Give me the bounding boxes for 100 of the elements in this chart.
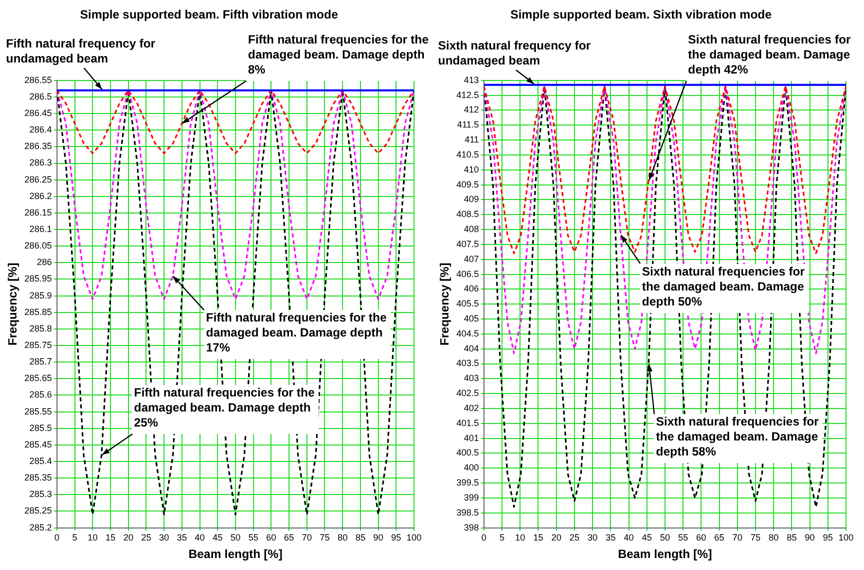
x-tick-label: 40 — [624, 532, 634, 543]
y-tick-label: 286 — [36, 257, 52, 268]
x-tick-label: 55 — [678, 532, 688, 543]
y-tick-label: 285.3 — [29, 489, 52, 500]
line-series — [56, 90, 414, 154]
y-tick-label: 409.5 — [456, 179, 479, 190]
y-tick-label: 409 — [464, 194, 479, 204]
x-tick-label: 5 — [500, 532, 505, 543]
y-axis-title: Frequency [%] — [438, 262, 452, 346]
y-tick-label: 398 — [464, 522, 479, 532]
y-tick-label: 285.9 — [29, 290, 52, 300]
x-axis-title: Beam length [%] — [188, 547, 282, 562]
annotation: Sixth natural frequencies for the damaged beam. Damage depth 58% — [656, 414, 820, 458]
x-tick-label: 85 — [355, 532, 366, 543]
annotation: Fifth natural frequencies for the damaged beam. Damage depth 17% — [206, 310, 388, 354]
y-tick-label: 399.5 — [456, 478, 479, 488]
x-tick-label: 80 — [768, 532, 779, 543]
y-tick-label: 286.05 — [24, 240, 52, 251]
x-tick-label: 90 — [373, 532, 384, 543]
y-tick-label: 408.5 — [456, 209, 479, 220]
y-tick-label: 286.35 — [24, 141, 52, 152]
x-tick-label: 25 — [569, 532, 580, 543]
y-tick-label: 403.5 — [456, 358, 479, 368]
x-tick-label: 60 — [696, 532, 706, 543]
y-tick-label: 404 — [464, 343, 479, 354]
y-tick-label: 410 — [464, 164, 479, 174]
x-tick-label: 45 — [212, 532, 223, 543]
x-tick-label: 95 — [391, 532, 402, 543]
x-tick-label: 50 — [660, 532, 670, 543]
y-tick-label: 411 — [464, 134, 479, 145]
y-tick-label: 285.2 — [29, 522, 52, 532]
annotation: Sixth natural frequencies for the damaged beam. Damage depth 50% — [642, 264, 806, 308]
line-series — [484, 86, 846, 254]
y-tick-label: 400 — [464, 462, 479, 473]
y-tick-label: 405.5 — [456, 298, 479, 309]
chart-title: Simple supported beam. Fifth vibration mode — [80, 8, 338, 22]
y-tick-label: 286.4 — [29, 124, 52, 135]
y-tick-label: 286.45 — [24, 108, 52, 118]
y-tick-label: 411.5 — [457, 120, 479, 130]
x-tick-label: 5 — [72, 532, 78, 543]
y-tick-label: 413 — [464, 74, 479, 85]
y-tick-label: 286.5 — [29, 91, 52, 102]
y-tick-label: 286.3 — [29, 158, 52, 168]
y-tick-label: 285.4 — [29, 456, 52, 466]
y-tick-label: 406.5 — [456, 268, 479, 279]
y-tick-label: 410.5 — [456, 149, 479, 160]
y-tick-label: 285.7 — [29, 356, 52, 367]
x-tick-label: 75 — [320, 532, 330, 543]
x-tick-label: 20 — [551, 532, 562, 543]
y-tick-label: 398.5 — [456, 507, 479, 518]
y-tick-label: 400.5 — [456, 448, 479, 458]
x-tick-label: 30 — [159, 532, 170, 543]
x-tick-label: 30 — [588, 532, 598, 543]
y-tick-label: 285.8 — [29, 323, 52, 334]
y-tick-label: 286.2 — [29, 190, 52, 201]
x-tick-label: 20 — [123, 532, 134, 543]
x-tick-label: 40 — [194, 532, 205, 543]
y-tick-label: 285.95 — [24, 274, 52, 284]
x-tick-label: 60 — [266, 532, 276, 543]
chart-title: Simple supported beam. Sixth vibration mode — [510, 8, 772, 22]
x-tick-label: 10 — [515, 532, 526, 543]
y-tick-label: 404.5 — [456, 328, 479, 338]
y-tick-label: 285.5 — [29, 422, 52, 433]
y-tick-label: 403 — [464, 373, 479, 384]
y-tick-label: 285.65 — [24, 373, 52, 384]
y-tick-label: 401.5 — [456, 418, 479, 428]
x-tick-label: 15 — [533, 532, 544, 543]
x-tick-label: 55 — [248, 532, 258, 543]
y-tick-label: 286.55 — [24, 74, 52, 85]
y-tick-label: 285.45 — [24, 439, 52, 450]
y-tick-label: 285.85 — [24, 306, 52, 317]
y-tick-label: 285.6 — [29, 390, 52, 400]
x-tick-label: 50 — [230, 532, 240, 543]
x-tick-label: 90 — [804, 532, 815, 543]
x-tick-label: 15 — [105, 532, 116, 543]
x-tick-label: 45 — [642, 532, 652, 543]
x-tick-label: 35 — [176, 532, 187, 543]
ref-line-label: Fifth natural frequency for undamaged beam — [6, 36, 156, 66]
y-tick-label: 407.5 — [456, 238, 479, 249]
y-tick-label: 402.5 — [456, 388, 479, 398]
y-tick-label: 286.15 — [24, 207, 52, 218]
y-axis-title: Frequency [%] — [6, 262, 20, 346]
y-tick-label: 408 — [464, 224, 479, 234]
y-tick-label: 399 — [464, 492, 479, 502]
x-axis-title: Beam length [%] — [618, 547, 712, 562]
y-tick-label: 285.75 — [24, 340, 52, 350]
y-tick-label: 286.25 — [24, 174, 52, 184]
x-tick-label: 75 — [750, 532, 760, 543]
y-tick-label: 285.55 — [24, 406, 52, 416]
x-tick-label: 65 — [284, 532, 294, 543]
x-tick-label: 65 — [714, 532, 724, 543]
ref-line-label: Sixth natural frequency for undamaged beam — [438, 38, 592, 68]
y-tick-label: 412.5 — [456, 90, 479, 100]
x-tick-label: 95 — [822, 532, 833, 543]
y-tick-label: 405 — [464, 314, 479, 324]
x-tick-label: 100 — [838, 532, 854, 543]
annotation: Fifth natural frequencies for the damaged beam. Damage depth 25% — [134, 385, 316, 430]
y-tick-label: 285.35 — [24, 472, 52, 483]
y-tick-label: 407 — [464, 254, 479, 264]
x-tick-label: 80 — [338, 532, 348, 543]
